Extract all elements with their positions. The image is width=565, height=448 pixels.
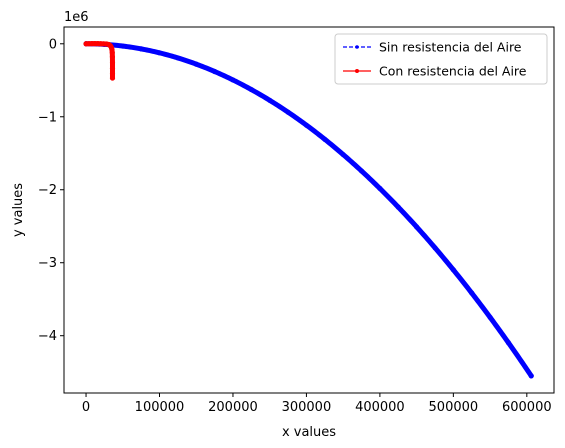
data-point-sin-resistencia: [248, 86, 254, 93]
data-point-con-resistencia: [109, 49, 115, 56]
data-point-sin-resistencia: [469, 290, 475, 296]
data-point-sin-resistencia: [322, 136, 328, 142]
data-point-sin-resistencia: [377, 185, 383, 192]
legend-marker-sin-resistencia: [355, 45, 359, 49]
data-point-sin-resistencia: [487, 314, 493, 320]
y-axis: 0 −1 −2 −3 −4: [38, 37, 64, 344]
data-point-sin-resistencia: [156, 50, 163, 56]
data-point-sin-resistencia: [414, 224, 420, 230]
y-axis-label: y values: [11, 183, 26, 237]
data-point-con-resistencia: [109, 71, 116, 77]
x-tick-label: 400000: [355, 400, 405, 415]
y-offset-label: 1e6: [64, 10, 89, 25]
x-axis: 0 100000 200000 300000 400000 500000 600000: [82, 393, 552, 415]
data-point-sin-resistencia: [432, 245, 438, 251]
data-point-sin-resistencia: [340, 151, 346, 158]
x-tick-label: 100000: [135, 400, 185, 415]
legend-label-con-resistencia: Con resistencia del Aire: [379, 64, 527, 79]
data-point-sin-resistencia: [230, 77, 236, 83]
x-axis-label: x values: [282, 425, 336, 440]
x-tick-label: 600000: [502, 400, 552, 415]
data-point-sin-resistencia: [138, 46, 144, 52]
data-point-sin-resistencia: [120, 43, 126, 49]
data-point-sin-resistencia: [528, 373, 534, 379]
x-tick-label: 200000: [208, 400, 258, 415]
data-point-sin-resistencia: [285, 109, 291, 115]
data-point-con-resistencia: [109, 65, 116, 72]
x-tick-label: 300000: [282, 400, 332, 415]
legend-box: [334, 33, 548, 85]
data-point-con-resistencia: [109, 60, 116, 66]
data-point-sin-resistencia: [267, 97, 273, 103]
x-tick-label: 0: [82, 400, 90, 415]
data-point-sin-resistencia: [450, 267, 456, 273]
plot-frame: [63, 26, 555, 394]
data-point-sin-resistencia: [505, 340, 512, 346]
y-tick-label: 0: [49, 37, 57, 52]
y-tick-label: −2: [38, 183, 57, 198]
data-point-con-resistencia: [109, 75, 116, 81]
data-point-sin-resistencia: [358, 168, 365, 174]
legend: Sin resistencia del Aire Con resistencia…: [334, 33, 548, 85]
y-tick-label: −4: [38, 329, 57, 344]
legend-marker-con-resistencia: [355, 69, 359, 73]
data-point-sin-resistencia: [395, 204, 401, 210]
data-point-sin-resistencia: [193, 61, 199, 67]
x-tick-label: 500000: [429, 400, 479, 415]
legend-label-sin-resistencia: Sin resistencia del Aire: [379, 40, 522, 55]
data-point-sin-resistencia: [175, 55, 181, 61]
data-point-con-resistencia: [109, 54, 116, 60]
data-point-sin-resistencia: [303, 122, 310, 128]
series-layer: [83, 41, 534, 379]
y-tick-label: −3: [38, 256, 57, 271]
y-tick-label: −1: [38, 110, 57, 125]
data-point-sin-resistencia: [211, 68, 218, 75]
